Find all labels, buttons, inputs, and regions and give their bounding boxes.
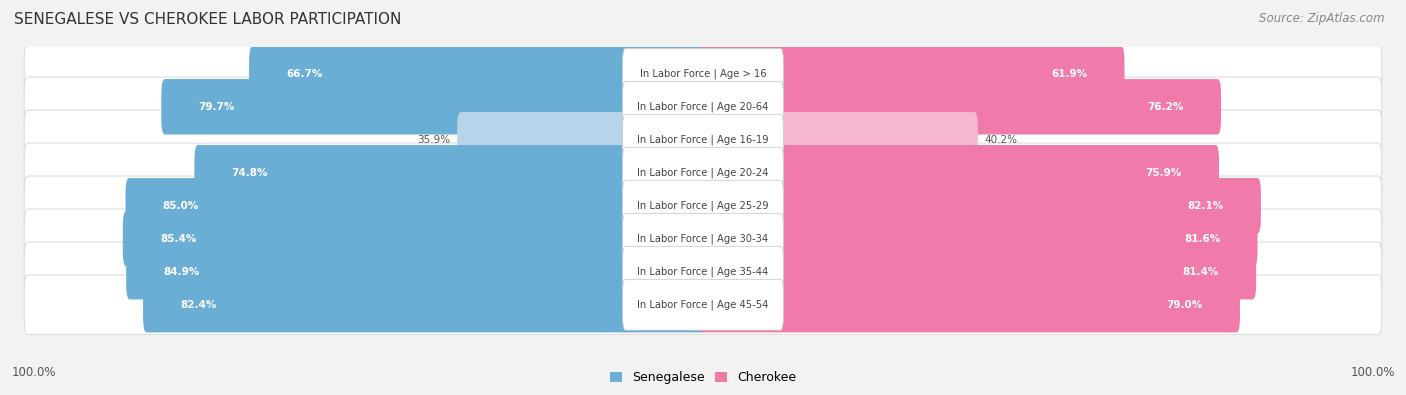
FancyBboxPatch shape xyxy=(24,44,1382,103)
Text: 76.2%: 76.2% xyxy=(1147,102,1184,112)
FancyBboxPatch shape xyxy=(623,115,783,165)
FancyBboxPatch shape xyxy=(125,178,706,233)
Text: In Labor Force | Age 45-54: In Labor Force | Age 45-54 xyxy=(637,299,769,310)
Text: In Labor Force | Age 30-34: In Labor Force | Age 30-34 xyxy=(637,233,769,244)
FancyBboxPatch shape xyxy=(700,112,979,167)
FancyBboxPatch shape xyxy=(700,178,1261,233)
FancyBboxPatch shape xyxy=(623,246,783,297)
Text: 61.9%: 61.9% xyxy=(1052,69,1087,79)
FancyBboxPatch shape xyxy=(24,77,1382,136)
Text: SENEGALESE VS CHEROKEE LABOR PARTICIPATION: SENEGALESE VS CHEROKEE LABOR PARTICIPATI… xyxy=(14,12,402,27)
Text: 82.4%: 82.4% xyxy=(180,300,217,310)
FancyBboxPatch shape xyxy=(143,277,706,333)
FancyBboxPatch shape xyxy=(24,143,1382,203)
Text: 85.4%: 85.4% xyxy=(160,234,197,244)
Text: In Labor Force | Age 16-19: In Labor Force | Age 16-19 xyxy=(637,135,769,145)
FancyBboxPatch shape xyxy=(24,275,1382,335)
Text: 85.0%: 85.0% xyxy=(163,201,198,211)
Text: 84.9%: 84.9% xyxy=(163,267,200,277)
Text: In Labor Force | Age 20-24: In Labor Force | Age 20-24 xyxy=(637,167,769,178)
FancyBboxPatch shape xyxy=(623,213,783,264)
Text: 40.2%: 40.2% xyxy=(984,135,1018,145)
Text: 79.7%: 79.7% xyxy=(198,102,235,112)
Text: 81.4%: 81.4% xyxy=(1182,267,1219,277)
FancyBboxPatch shape xyxy=(700,244,1256,299)
Text: 82.1%: 82.1% xyxy=(1188,201,1223,211)
Text: 81.6%: 81.6% xyxy=(1184,234,1220,244)
Text: 100.0%: 100.0% xyxy=(11,366,56,379)
Text: 79.0%: 79.0% xyxy=(1167,300,1202,310)
FancyBboxPatch shape xyxy=(623,81,783,132)
Text: 100.0%: 100.0% xyxy=(1350,366,1395,379)
FancyBboxPatch shape xyxy=(623,147,783,198)
Text: Source: ZipAtlas.com: Source: ZipAtlas.com xyxy=(1260,12,1385,25)
FancyBboxPatch shape xyxy=(700,211,1257,267)
FancyBboxPatch shape xyxy=(700,277,1240,333)
FancyBboxPatch shape xyxy=(623,49,783,99)
FancyBboxPatch shape xyxy=(122,211,706,267)
FancyBboxPatch shape xyxy=(457,112,706,167)
FancyBboxPatch shape xyxy=(24,242,1382,301)
Text: 66.7%: 66.7% xyxy=(287,69,322,79)
Text: 74.8%: 74.8% xyxy=(232,168,269,178)
FancyBboxPatch shape xyxy=(700,46,1125,102)
FancyBboxPatch shape xyxy=(249,46,706,102)
FancyBboxPatch shape xyxy=(194,145,706,201)
FancyBboxPatch shape xyxy=(24,110,1382,169)
FancyBboxPatch shape xyxy=(623,279,783,330)
FancyBboxPatch shape xyxy=(127,244,706,299)
FancyBboxPatch shape xyxy=(700,145,1219,201)
Text: In Labor Force | Age 20-64: In Labor Force | Age 20-64 xyxy=(637,102,769,112)
Legend: Senegalese, Cherokee: Senegalese, Cherokee xyxy=(605,367,801,389)
Text: 75.9%: 75.9% xyxy=(1146,168,1182,178)
Text: 35.9%: 35.9% xyxy=(418,135,450,145)
Text: In Labor Force | Age > 16: In Labor Force | Age > 16 xyxy=(640,69,766,79)
FancyBboxPatch shape xyxy=(24,209,1382,269)
FancyBboxPatch shape xyxy=(623,181,783,231)
FancyBboxPatch shape xyxy=(162,79,706,134)
FancyBboxPatch shape xyxy=(700,79,1220,134)
Text: In Labor Force | Age 25-29: In Labor Force | Age 25-29 xyxy=(637,201,769,211)
Text: In Labor Force | Age 35-44: In Labor Force | Age 35-44 xyxy=(637,267,769,277)
FancyBboxPatch shape xyxy=(24,176,1382,235)
